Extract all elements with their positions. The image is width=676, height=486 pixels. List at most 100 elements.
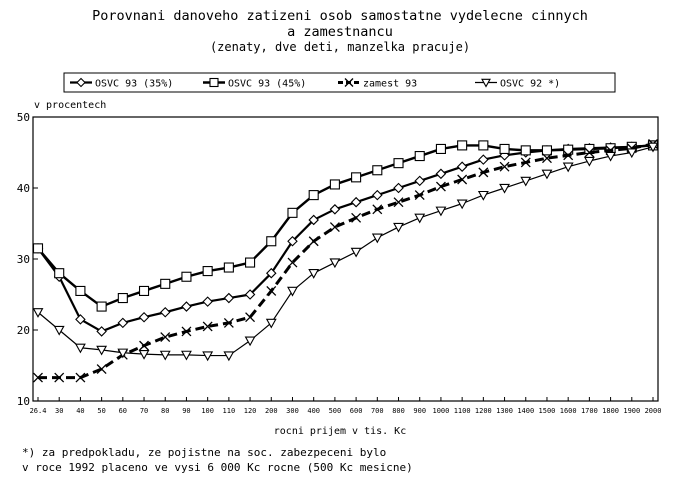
x-tick-label: 800 [392, 407, 405, 415]
data-point [265, 267, 277, 279]
x-tick-label: 90 [182, 407, 190, 415]
x-tick-label: 900 [413, 407, 426, 415]
x-tick-label: 1300 [496, 407, 513, 415]
data-point [520, 176, 532, 187]
x-tick-label: 110 [223, 407, 236, 415]
chart-subtitle: (zenaty, dve deti, manzelka pracuje) [210, 40, 470, 54]
legend-marker [481, 78, 491, 88]
data-point [96, 345, 108, 356]
series-line [37, 144, 654, 333]
x-tick-label: 1200 [475, 407, 492, 415]
data-point [74, 343, 86, 354]
data-point [245, 257, 256, 268]
series-group [32, 139, 659, 383]
data-point [75, 285, 86, 297]
legend-label: zamest 93 [363, 79, 417, 90]
data-point [96, 364, 107, 375]
data-point [138, 349, 150, 360]
data-point [181, 271, 192, 282]
data-point [583, 156, 595, 167]
y-tick-label: 30 [17, 253, 30, 266]
data-point [287, 235, 298, 247]
x-tick-label: 30 [55, 407, 63, 415]
data-point [202, 266, 213, 277]
data-point [287, 207, 298, 218]
data-point [456, 199, 468, 210]
data-point [266, 285, 277, 296]
legend-label: OSVC 92 *) [500, 79, 560, 90]
x-tick-label: 1400 [517, 407, 534, 415]
data-point [181, 301, 192, 312]
data-point [499, 161, 510, 172]
data-point [626, 148, 638, 159]
data-point [223, 317, 234, 328]
data-point [202, 296, 213, 307]
x-tick-label: 600 [350, 407, 363, 415]
data-point [308, 214, 319, 226]
data-point [287, 257, 298, 268]
data-point [351, 212, 362, 223]
data-point [542, 153, 552, 164]
legend-label: OSVC 93 (35%) [95, 79, 173, 90]
data-point [647, 142, 659, 153]
data-point [562, 162, 574, 173]
data-point [435, 206, 447, 217]
data-point [138, 285, 150, 297]
x-tick-label: 100 [201, 407, 214, 415]
y-tick-label: 40 [17, 182, 30, 195]
y-tick-label: 50 [17, 111, 30, 124]
data-point [414, 175, 426, 187]
footnote-line-1: *) za predpokladu, ze pojistne na soc. z… [22, 446, 386, 459]
data-point [499, 183, 510, 194]
legend-marker [76, 77, 86, 88]
data-point [478, 154, 489, 165]
data-point [117, 292, 128, 304]
x-tick-label: 1700 [581, 407, 598, 415]
legend-marker [344, 78, 354, 87]
data-point [54, 268, 65, 279]
data-point [138, 311, 150, 323]
x-tick-label: 50 [97, 407, 105, 415]
data-point [457, 174, 468, 185]
data-point [435, 143, 446, 154]
data-point [477, 190, 489, 201]
data-point [329, 258, 341, 269]
data-point [457, 140, 468, 151]
footnote-line-2: v roce 1992 placeno ve vysi 6 000 Kc roc… [22, 461, 413, 474]
data-point [308, 190, 319, 201]
data-point [329, 204, 341, 215]
data-point [393, 197, 404, 208]
x-tick-label: 1900 [623, 407, 640, 415]
data-point [414, 151, 425, 162]
legend-label: OSVC 93 (45%) [228, 79, 306, 90]
data-point [287, 286, 298, 297]
data-point [96, 326, 107, 337]
data-point [308, 236, 319, 247]
x-tick-label: 1600 [560, 407, 577, 415]
data-point [202, 351, 214, 362]
data-point [266, 236, 277, 247]
chart-title: Porovnani danoveho zatizeni osob samosta… [92, 8, 588, 24]
data-point [584, 147, 595, 158]
y-axis-label: v procentech [34, 100, 106, 111]
series-x [33, 139, 658, 383]
data-point [351, 172, 362, 183]
data-point [456, 161, 468, 172]
data-point [223, 262, 234, 273]
series-line [37, 146, 654, 357]
data-point [33, 372, 43, 383]
data-point [350, 196, 362, 208]
x-tick-label: 200 [265, 407, 278, 415]
data-point [265, 318, 277, 329]
data-point [223, 351, 235, 362]
data-point [372, 189, 383, 201]
chart-title-line2: a zamestnancu [287, 24, 393, 40]
x-tick-label: 26.4 [30, 407, 47, 415]
data-point [75, 314, 86, 325]
data-point [414, 213, 426, 224]
data-point [223, 292, 235, 304]
x-tick-label: 60 [119, 407, 127, 415]
x-tick-label: 40 [76, 407, 84, 415]
data-point [372, 165, 383, 176]
data-point [75, 372, 86, 383]
